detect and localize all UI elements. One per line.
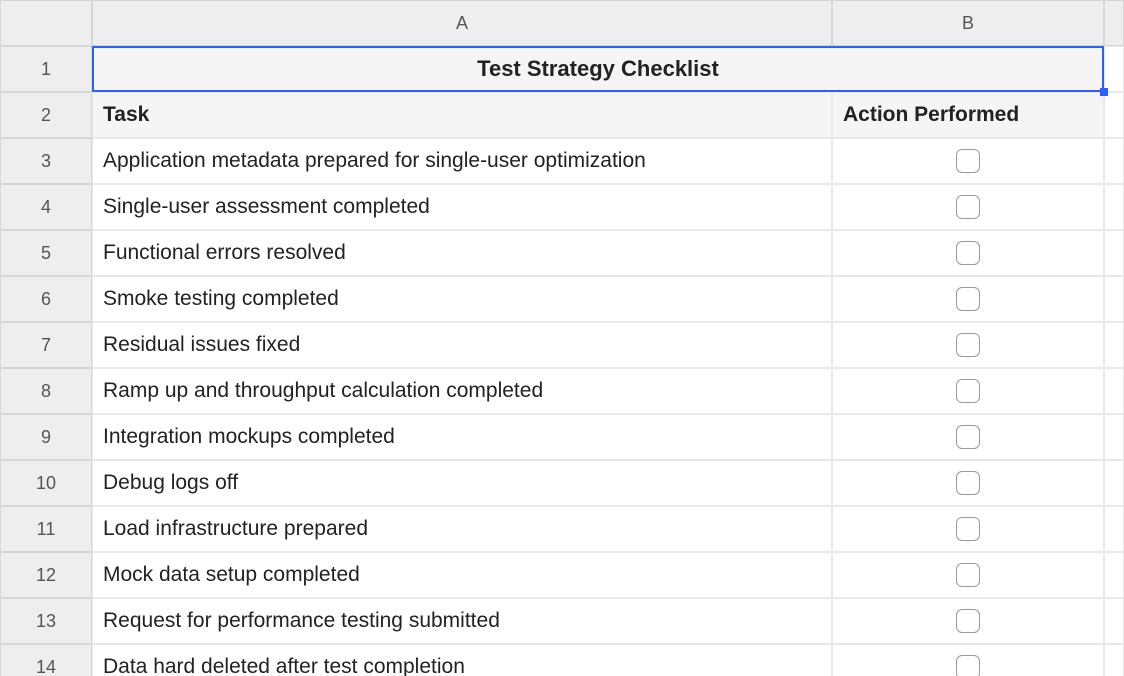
row-header-7[interactable]: 7 (0, 322, 92, 368)
cell-stub (1104, 414, 1124, 460)
checkbox[interactable] (956, 425, 980, 449)
cell-stub-r1 (1104, 46, 1124, 92)
task-cell[interactable]: Ramp up and throughput calculation compl… (92, 368, 832, 414)
task-cell[interactable]: Request for performance testing submitte… (92, 598, 832, 644)
task-cell[interactable]: Single-user assessment completed (92, 184, 832, 230)
action-cell[interactable] (832, 506, 1104, 552)
checkbox[interactable] (956, 333, 980, 357)
cell-title[interactable]: Test Strategy Checklist (92, 46, 1104, 92)
checkbox[interactable] (956, 287, 980, 311)
action-cell[interactable] (832, 460, 1104, 506)
cell-stub (1104, 552, 1124, 598)
task-cell[interactable]: Debug logs off (92, 460, 832, 506)
action-cell[interactable] (832, 230, 1104, 276)
task-cell[interactable]: Functional errors resolved (92, 230, 832, 276)
col-header-B[interactable]: B (832, 0, 1104, 46)
selection-handle[interactable] (1100, 88, 1108, 96)
col-header-A[interactable]: A (92, 0, 832, 46)
task-cell[interactable]: Integration mockups completed (92, 414, 832, 460)
row-header-2[interactable]: 2 (0, 92, 92, 138)
checkbox[interactable] (956, 563, 980, 587)
row-header-11[interactable]: 11 (0, 506, 92, 552)
task-cell[interactable]: Data hard deleted after test completion (92, 644, 832, 676)
checkbox[interactable] (956, 149, 980, 173)
checkbox[interactable] (956, 241, 980, 265)
cell-stub (1104, 184, 1124, 230)
checkbox[interactable] (956, 195, 980, 219)
action-cell[interactable] (832, 322, 1104, 368)
row-header-5[interactable]: 5 (0, 230, 92, 276)
corner-select-all[interactable] (0, 0, 92, 46)
checkbox[interactable] (956, 379, 980, 403)
action-cell[interactable] (832, 552, 1104, 598)
row-header-12[interactable]: 12 (0, 552, 92, 598)
cell-stub (1104, 368, 1124, 414)
action-cell[interactable] (832, 184, 1104, 230)
cell-stub (1104, 322, 1124, 368)
checkbox[interactable] (956, 471, 980, 495)
row-header-13[interactable]: 13 (0, 598, 92, 644)
action-cell[interactable] (832, 598, 1104, 644)
cell-stub (1104, 644, 1124, 676)
task-cell[interactable]: Application metadata prepared for single… (92, 138, 832, 184)
row-header-10[interactable]: 10 (0, 460, 92, 506)
checkbox[interactable] (956, 517, 980, 541)
row-header-14[interactable]: 14 (0, 644, 92, 676)
task-cell[interactable]: Residual issues fixed (92, 322, 832, 368)
checkbox[interactable] (956, 609, 980, 633)
cell-stub (1104, 276, 1124, 322)
cell-stub (1104, 230, 1124, 276)
row-header-8[interactable]: 8 (0, 368, 92, 414)
row-header-9[interactable]: 9 (0, 414, 92, 460)
action-cell[interactable] (832, 138, 1104, 184)
spreadsheet-grid: A B 1 Test Strategy Checklist 2 Task Act… (0, 0, 1124, 676)
checkbox[interactable] (956, 655, 980, 676)
action-cell[interactable] (832, 368, 1104, 414)
cell-stub (1104, 460, 1124, 506)
col-header-stub (1104, 0, 1124, 46)
row-header-6[interactable]: 6 (0, 276, 92, 322)
row-header-4[interactable]: 4 (0, 184, 92, 230)
cell-stub (1104, 506, 1124, 552)
action-cell[interactable] (832, 276, 1104, 322)
cell-stub (1104, 138, 1124, 184)
cell-header-task[interactable]: Task (92, 92, 832, 138)
task-cell[interactable]: Mock data setup completed (92, 552, 832, 598)
cell-stub-r2 (1104, 92, 1124, 138)
task-cell[interactable]: Load infrastructure prepared (92, 506, 832, 552)
cell-header-action[interactable]: Action Performed (832, 92, 1104, 138)
action-cell[interactable] (832, 644, 1104, 676)
cell-stub (1104, 598, 1124, 644)
task-cell[interactable]: Smoke testing completed (92, 276, 832, 322)
row-header-1[interactable]: 1 (0, 46, 92, 92)
action-cell[interactable] (832, 414, 1104, 460)
row-header-3[interactable]: 3 (0, 138, 92, 184)
